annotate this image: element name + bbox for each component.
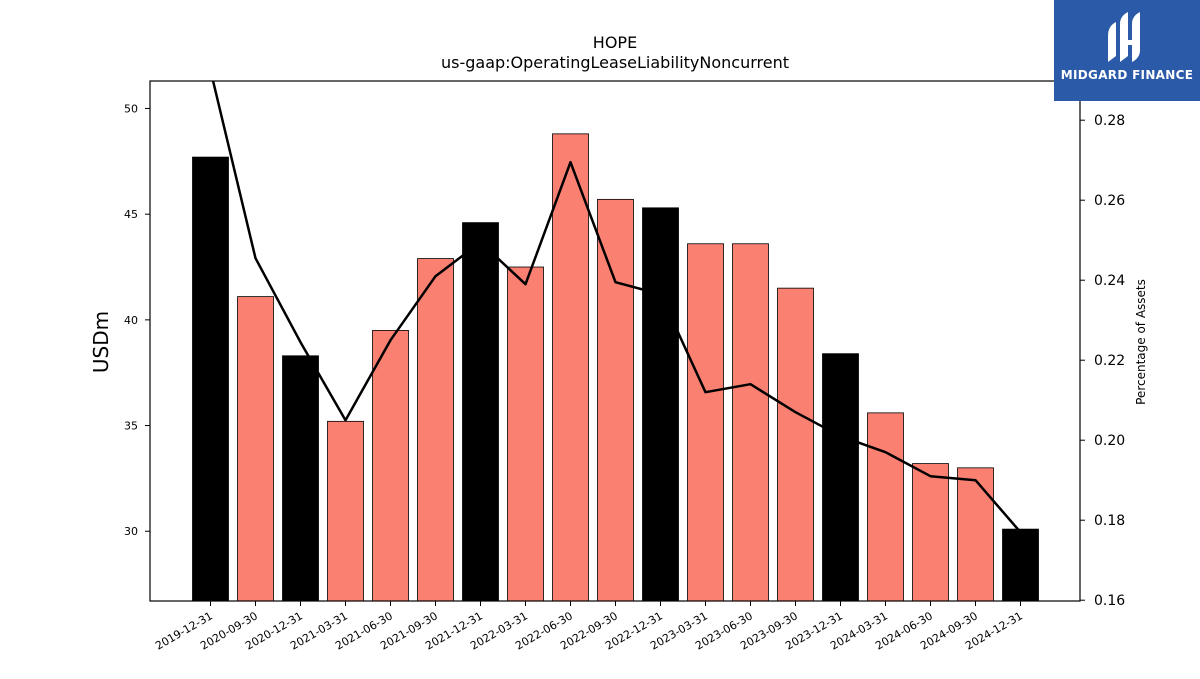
bar-2024-03-31 xyxy=(867,412,904,602)
bar-2022-12-31 xyxy=(642,207,679,602)
chart-title: HOPE xyxy=(593,33,637,52)
y2-tick-label: 0.22 xyxy=(1094,353,1125,369)
bar-2022-06-30 xyxy=(552,133,589,602)
bar-2024-06-30 xyxy=(912,463,949,602)
y2-tick-label: 0.18 xyxy=(1094,513,1125,529)
chart-subtitle: us-gaap:OperatingLeaseLiabilityNoncurren… xyxy=(441,53,789,72)
bar-2023-03-31 xyxy=(687,243,724,602)
y2-tick-label: 0.28 xyxy=(1094,113,1125,129)
bar-2023-12-31 xyxy=(822,353,859,602)
y-tick-label: 40 xyxy=(124,314,138,327)
bar-2020-09-30 xyxy=(237,296,274,602)
line-layer xyxy=(211,81,1022,534)
y-tick-label: 45 xyxy=(124,208,138,221)
y2-tick-label: 0.26 xyxy=(1094,193,1125,209)
bar-2021-03-31 xyxy=(327,420,364,602)
y2-axis-label: Percentage of Assets xyxy=(1134,279,1148,405)
bar-2024-12-31 xyxy=(1002,528,1039,602)
y-tick-label: 50 xyxy=(124,102,138,115)
bar-2021-12-31 xyxy=(462,222,499,602)
y2-tick-label: 0.16 xyxy=(1094,593,1125,609)
y2-tick-label: 0.20 xyxy=(1094,433,1125,449)
bar-2023-06-30 xyxy=(732,243,769,602)
bars-layer xyxy=(192,133,1039,602)
logo-mark-icon xyxy=(1108,12,1140,62)
bar-2022-03-31 xyxy=(507,266,544,602)
y-axis-label: USDm xyxy=(89,311,113,373)
percentage-line xyxy=(211,81,1022,534)
bar-2022-09-30 xyxy=(597,198,634,602)
brand-logo: MIDGARD FINANCE xyxy=(1054,0,1200,101)
bar-2021-06-30 xyxy=(372,330,409,602)
bar-2019-12-31 xyxy=(192,156,229,602)
bar-2023-09-30 xyxy=(777,287,814,602)
y2-tick-label: 0.24 xyxy=(1094,273,1125,289)
bar-2024-09-30 xyxy=(957,467,994,602)
bar-2020-12-31 xyxy=(282,355,319,602)
bar-2021-09-30 xyxy=(417,258,454,602)
brand-name: MIDGARD FINANCE xyxy=(1060,68,1194,82)
y-tick-label: 30 xyxy=(124,525,138,538)
y-tick-label: 35 xyxy=(124,420,138,433)
